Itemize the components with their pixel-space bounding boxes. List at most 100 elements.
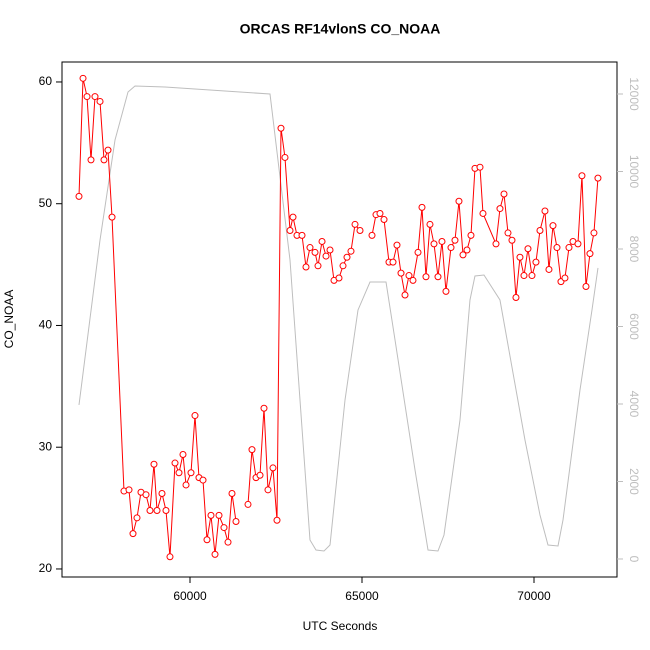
y2-tick-label: 0 [627, 556, 641, 563]
point [520, 272, 528, 280]
point [191, 412, 199, 420]
point [409, 276, 417, 284]
point [553, 244, 561, 252]
point [133, 514, 141, 522]
point [232, 517, 240, 525]
point [256, 471, 264, 479]
y2-tick-label: 4000 [627, 391, 641, 418]
point [150, 460, 158, 468]
point [586, 250, 594, 258]
point [142, 491, 150, 499]
point [211, 550, 219, 558]
point [536, 227, 544, 235]
point [91, 93, 99, 101]
point [541, 207, 549, 215]
point [414, 248, 422, 256]
y2-tick-label: 6000 [627, 313, 641, 340]
plot-box [61, 61, 618, 578]
point [199, 476, 207, 484]
point [306, 244, 314, 252]
point [83, 93, 91, 101]
point [393, 241, 401, 249]
point [220, 524, 228, 532]
point [182, 481, 190, 489]
point [286, 227, 294, 235]
point [281, 153, 289, 161]
point [277, 124, 285, 132]
point [314, 262, 322, 270]
point [343, 253, 351, 261]
point [125, 486, 133, 494]
series-line [78, 78, 599, 557]
point [356, 227, 364, 235]
point [512, 293, 520, 301]
y-tick-label: 60 [39, 74, 53, 88]
point [347, 247, 355, 255]
x-axis-label: UTC Seconds [303, 619, 378, 633]
point [561, 274, 569, 282]
point [479, 209, 487, 217]
point [422, 273, 430, 281]
point [401, 291, 409, 299]
point [528, 272, 536, 280]
point [516, 253, 524, 261]
point [451, 236, 459, 244]
point [108, 213, 116, 221]
point [405, 272, 413, 280]
point [339, 262, 347, 270]
point [368, 231, 376, 239]
point [467, 231, 475, 239]
point [298, 231, 306, 239]
point [224, 538, 232, 546]
point [302, 263, 310, 271]
x-tick-label: 70000 [517, 589, 551, 603]
y-tick-label: 40 [39, 318, 53, 332]
point [594, 174, 602, 182]
y-tick-label: 30 [39, 439, 53, 453]
point [203, 536, 211, 544]
point [524, 245, 532, 253]
y2-tick-label: 12000 [627, 77, 641, 111]
point [248, 446, 256, 454]
point [244, 500, 252, 508]
point [269, 464, 277, 472]
point [508, 236, 516, 244]
point [318, 237, 326, 245]
point [582, 283, 590, 291]
point [264, 486, 272, 494]
point [75, 192, 83, 200]
chart-title: ORCAS RF14vlonS CO_NOAA [240, 21, 441, 37]
point [549, 222, 557, 230]
point [389, 258, 397, 266]
point [565, 244, 573, 252]
point [100, 156, 108, 164]
point [87, 156, 95, 164]
y-tick-label: 20 [39, 561, 53, 575]
point [175, 469, 183, 477]
point [418, 203, 426, 211]
point [335, 274, 343, 282]
point [351, 220, 359, 228]
point [500, 190, 508, 198]
y2-tick-label: 8000 [627, 236, 641, 263]
point [463, 246, 471, 254]
point [179, 451, 187, 459]
x-tick-label: 65000 [345, 589, 379, 603]
point [496, 205, 504, 213]
y-tick-label: 50 [39, 196, 53, 210]
point [162, 507, 170, 515]
point [434, 273, 442, 281]
series-line [78, 85, 599, 552]
point [79, 74, 87, 82]
point [380, 216, 388, 224]
y2-tick-label: 2000 [627, 468, 641, 495]
point [187, 469, 195, 477]
point [442, 287, 450, 295]
y-axis-label: CO_NOAA [2, 290, 16, 349]
point [376, 209, 384, 217]
point [438, 237, 446, 245]
point [574, 240, 582, 248]
point [215, 511, 223, 519]
point [326, 246, 334, 254]
